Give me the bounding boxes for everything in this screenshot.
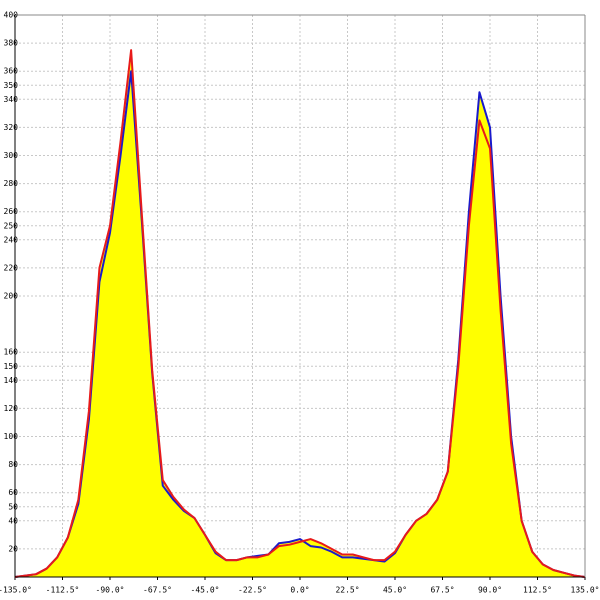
- tick-labels: 20 40 50 60 80 100 120 140 150 160 200 220 240 250 260…: [0, 11, 599, 595]
- x-tick-label: -90.0°: [96, 586, 125, 595]
- y-tick-label: 20: [8, 544, 18, 553]
- plot-area: [14, 49, 586, 578]
- x-tick-label: -135.0°: [0, 586, 32, 595]
- x-tick-label: -67.5°: [143, 586, 172, 595]
- y-tick-label: 60: [8, 488, 18, 497]
- y-tick-label: 380: [4, 39, 19, 48]
- series-line: [14, 70, 586, 578]
- x-tick-label: -112.5°: [46, 586, 80, 595]
- y-tick-label: 120: [4, 404, 19, 413]
- y-tick-label: 150: [4, 362, 19, 371]
- y-tick-label: 200: [4, 292, 19, 301]
- y-tick-label: 100: [4, 432, 19, 441]
- y-tick-label: 40: [8, 516, 18, 525]
- y-tick-label: 300: [4, 151, 19, 160]
- y-tick-label: 280: [4, 179, 19, 188]
- x-tick-label: 135.0°: [571, 586, 600, 595]
- x-tick-label: 45.0°: [383, 586, 407, 595]
- x-tick-label: -22.5°: [238, 586, 267, 595]
- x-tick-label: 0.0°: [290, 586, 309, 595]
- y-tick-label: 250: [4, 221, 19, 230]
- y-tick-label: 360: [4, 67, 19, 76]
- x-tick-label: 67.5°: [430, 586, 454, 595]
- x-tick-label: 22.5°: [335, 586, 359, 595]
- y-tick-label: 350: [4, 81, 19, 90]
- y-tick-label: 320: [4, 123, 19, 132]
- y-tick-label: 80: [8, 460, 18, 469]
- y-tick-label: 50: [8, 502, 18, 511]
- x-tick-label: -45.0°: [191, 586, 220, 595]
- y-tick-label: 220: [4, 263, 19, 272]
- y-tick-label: 340: [4, 95, 19, 104]
- y-tick-label: 400: [4, 11, 19, 20]
- x-tick-label: 112.5°: [523, 586, 552, 595]
- y-tick-label: 160: [4, 348, 19, 357]
- area-fill: [15, 50, 585, 577]
- x-tick-label: 90.0°: [478, 586, 502, 595]
- series-line: [14, 49, 586, 578]
- y-tick-label: 260: [4, 207, 19, 216]
- y-tick-label: 240: [4, 235, 19, 244]
- y-tick-label: 140: [4, 376, 19, 385]
